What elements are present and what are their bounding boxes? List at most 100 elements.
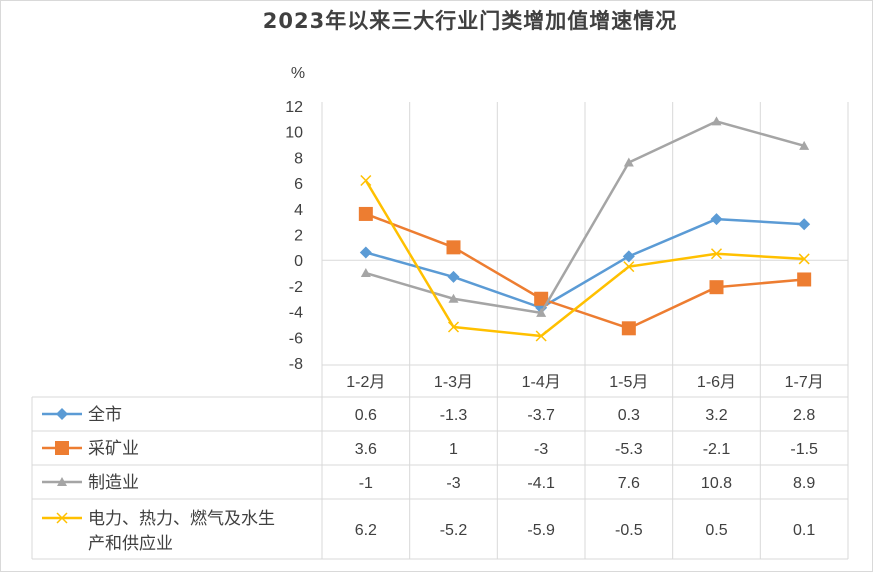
legend-key	[42, 512, 82, 524]
table-cell-value: 6.2	[355, 522, 377, 539]
x-marker-stroke	[623, 261, 635, 273]
triangle-marker	[57, 477, 67, 486]
table-cell-value: -1.5	[790, 441, 818, 458]
table-cell-value: -4.1	[527, 475, 555, 492]
category-label: 1-3月	[434, 374, 473, 391]
category-label: 1-6月	[697, 374, 736, 391]
legend-key	[42, 441, 82, 455]
table-cell-value: 3.2	[705, 407, 727, 424]
square-marker	[534, 291, 549, 306]
category-label: 1-7月	[785, 374, 824, 391]
x-marker-stroke	[798, 253, 810, 265]
x-marker	[535, 330, 547, 342]
table-cell-value: -1	[359, 475, 373, 492]
x-marker	[710, 248, 723, 260]
y-tick-label: -8	[289, 356, 303, 373]
y-axis-unit-label: %	[291, 65, 305, 82]
category-label: 1-4月	[522, 374, 561, 391]
y-tick-label: 2	[294, 228, 303, 245]
square-marker	[797, 272, 812, 287]
square-marker	[358, 206, 373, 221]
legend-key	[42, 408, 82, 420]
triangle-marker	[623, 157, 634, 167]
series-group	[360, 174, 810, 342]
triangle-marker	[799, 140, 810, 150]
x-marker-stroke	[360, 174, 372, 187]
triangle-marker	[360, 268, 371, 278]
table-cell-value: 10.8	[701, 475, 732, 492]
table-cell-value: 1	[449, 441, 458, 458]
legend-label: 产和供应业	[88, 534, 173, 554]
table-cell-value: -3.7	[527, 407, 555, 424]
triangle-marker	[536, 307, 547, 317]
series-layer	[358, 116, 812, 342]
square-marker	[709, 280, 724, 295]
data-table-grid	[31, 102, 849, 560]
legend-label: 电力、热力、燃气及水生	[88, 509, 275, 529]
table-cell-value: -3	[534, 441, 548, 458]
diamond-marker	[710, 213, 723, 226]
category-labels: 1-2月 1-3月 1-4月 1-5月 1-6月 1-7月	[346, 374, 823, 391]
table-cell-value: -1.3	[440, 407, 468, 424]
triangle-marker	[448, 293, 459, 303]
category-label: 1-5月	[609, 374, 648, 391]
table-cell-value: 8.9	[793, 475, 815, 492]
table-cell-value: -0.5	[615, 522, 643, 539]
y-tick-label: 0	[294, 253, 303, 270]
triangle-marker	[711, 116, 722, 126]
square-marker	[55, 441, 69, 455]
x-marker	[623, 261, 635, 273]
legend-label: 全市	[88, 405, 122, 425]
series-group	[359, 213, 811, 314]
series-line	[365, 217, 805, 309]
diamond-marker	[56, 408, 68, 420]
legend-label: 采矿业	[88, 439, 139, 459]
series-group	[358, 206, 812, 336]
y-tick-label: 6	[294, 176, 303, 193]
y-tick-label: 4	[294, 202, 303, 219]
y-tick-label: -2	[289, 279, 303, 296]
table-cell-value: -2.1	[703, 441, 731, 458]
y-tick-label: 12	[285, 99, 303, 116]
chart-title: 2023年以来三大行业门类增加值增速情况	[263, 9, 677, 33]
series-line	[364, 179, 805, 338]
diamond-marker	[622, 250, 635, 263]
x-marker-stroke	[56, 512, 68, 524]
y-tick-label: 10	[285, 125, 303, 142]
table-cell-value: 0.3	[618, 407, 640, 424]
y-tick-label: -6	[289, 330, 303, 347]
square-marker	[621, 321, 636, 336]
table-cell-value: 2.8	[793, 407, 815, 424]
table-cell-value: 3.6	[355, 441, 377, 458]
diamond-marker	[359, 246, 372, 259]
x-marker	[360, 174, 372, 187]
category-label: 1-2月	[346, 374, 385, 391]
diamond-marker	[447, 270, 460, 283]
table-cell-value: -3	[446, 475, 460, 492]
table-cell-value: 0.6	[355, 407, 377, 424]
table-cell-value: -5.3	[615, 441, 643, 458]
legend-key	[42, 477, 82, 486]
square-marker	[446, 240, 461, 255]
x-marker	[798, 253, 810, 265]
x-marker	[56, 512, 68, 524]
table-cell-value: -5.2	[440, 522, 468, 539]
x-marker-stroke	[535, 330, 547, 342]
legend-label: 制造业	[88, 473, 139, 493]
x-marker-stroke	[710, 248, 723, 260]
data-table: 全市 0.6 -1.3 -3.7 0.3 3.2 2.8 采矿业 3.6 1 -3 -5.3 -2.1 -…	[42, 405, 818, 554]
table-cell-value: 0.5	[705, 522, 727, 539]
series-line	[365, 120, 805, 315]
table-cell-value: -5.9	[527, 522, 555, 539]
diamond-marker	[798, 218, 811, 231]
series-line	[365, 212, 805, 330]
table-cell-value: 0.1	[793, 522, 815, 539]
table-cell-value: 7.6	[618, 475, 640, 492]
x-marker-stroke	[447, 321, 460, 333]
y-axis-ticks: 12 10 8 6 4 2 0 -2 -4 -6 -8	[285, 99, 303, 373]
y-tick-label: -4	[289, 305, 303, 322]
x-marker	[447, 321, 460, 333]
series-group	[360, 116, 810, 317]
y-tick-label: 8	[294, 150, 303, 167]
